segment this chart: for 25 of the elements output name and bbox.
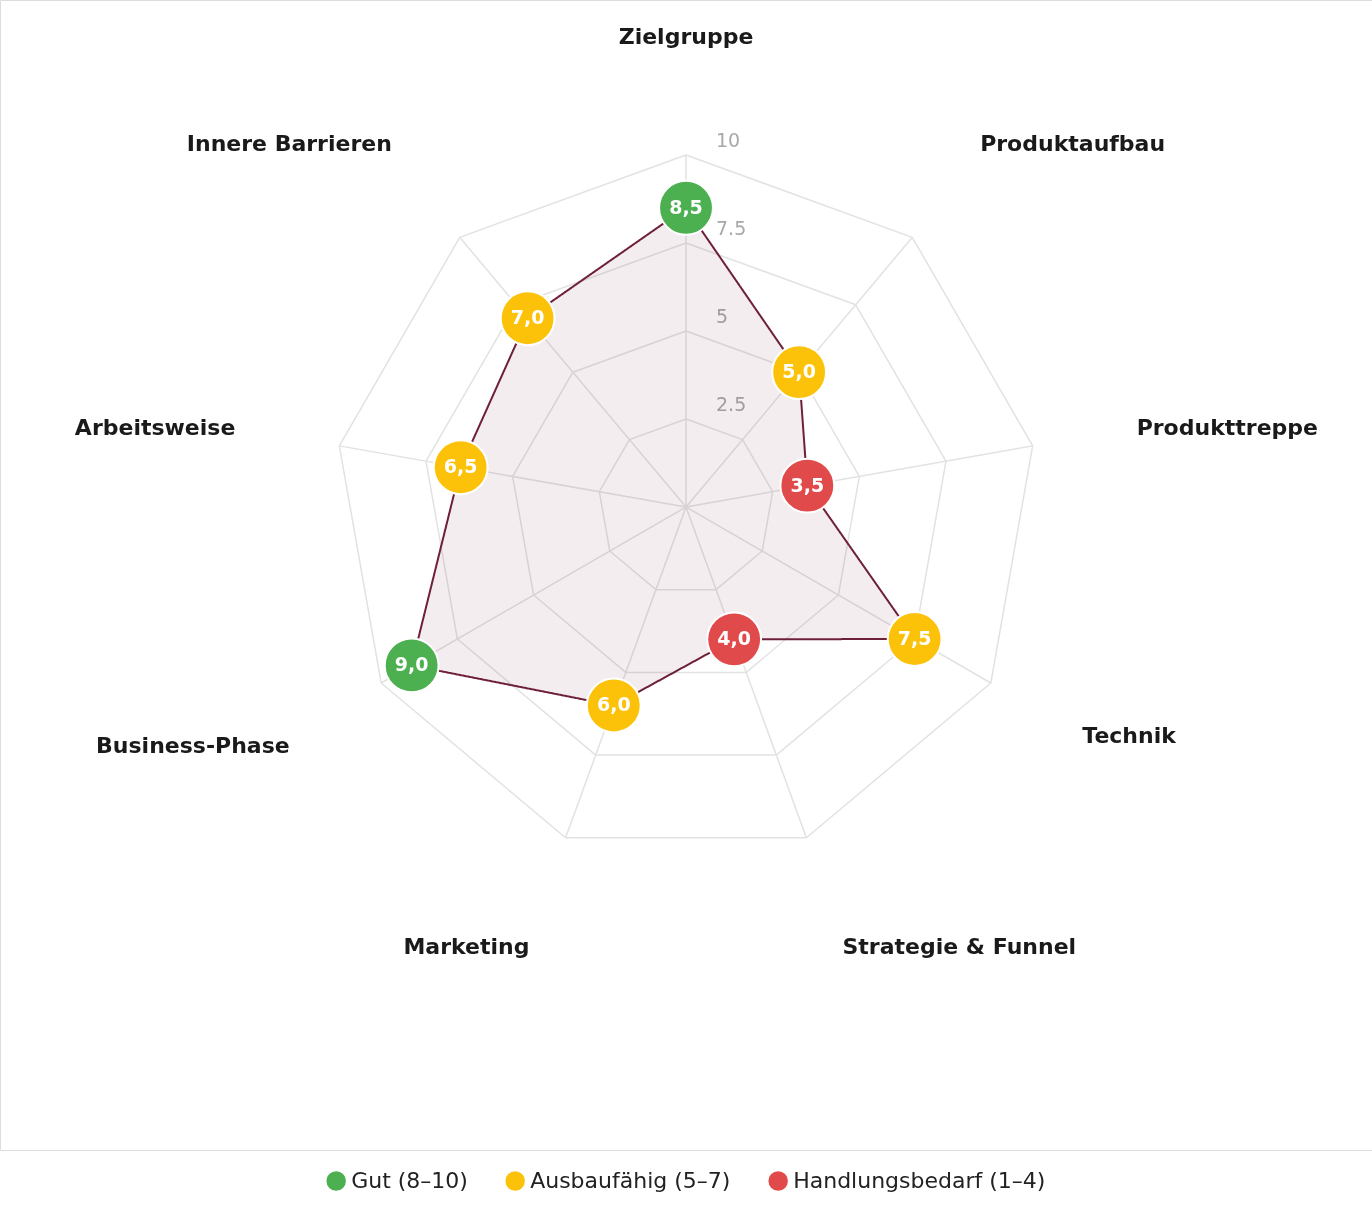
data-label: 5,0 <box>782 360 816 383</box>
spoke-label: Produkttreppe <box>1136 414 1319 440</box>
data-label: 9,0 <box>394 653 429 676</box>
y-tick-label: 10 <box>716 129 741 151</box>
data-label: 6,5 <box>443 455 478 478</box>
spoke-label: Business-Phase <box>96 732 290 758</box>
legend-label: Ausbaufähig (5–7) <box>530 1168 731 1193</box>
spoke-label: Strategie & Funnel <box>842 934 1077 959</box>
y-tick-label: 5 <box>716 305 729 327</box>
y-tick-label: 2.5 <box>716 393 747 415</box>
spoke-label: Innere Barrieren <box>186 131 392 157</box>
spoke-label: Marketing <box>403 934 530 959</box>
spoke-label: Arbeitsweise <box>74 414 236 440</box>
data-label: 7,0 <box>510 306 545 329</box>
spoke-label: Produktaufbau <box>980 131 1166 157</box>
data-label: 7,5 <box>897 627 932 649</box>
data-label: 6,0 <box>596 693 631 716</box>
legend-label: Gut (8–10) <box>351 1168 468 1193</box>
y-tick-label: 7.5 <box>716 217 747 239</box>
data-label: 8,5 <box>669 195 703 218</box>
data-label: 4,0 <box>717 627 751 650</box>
legend-label: Handlungsbedarf (1–4) <box>793 1168 1046 1193</box>
spoke-label: Zielgruppe <box>618 24 754 50</box>
data-label: 3,5 <box>790 473 825 496</box>
spoke-label: Technik <box>1082 722 1178 748</box>
